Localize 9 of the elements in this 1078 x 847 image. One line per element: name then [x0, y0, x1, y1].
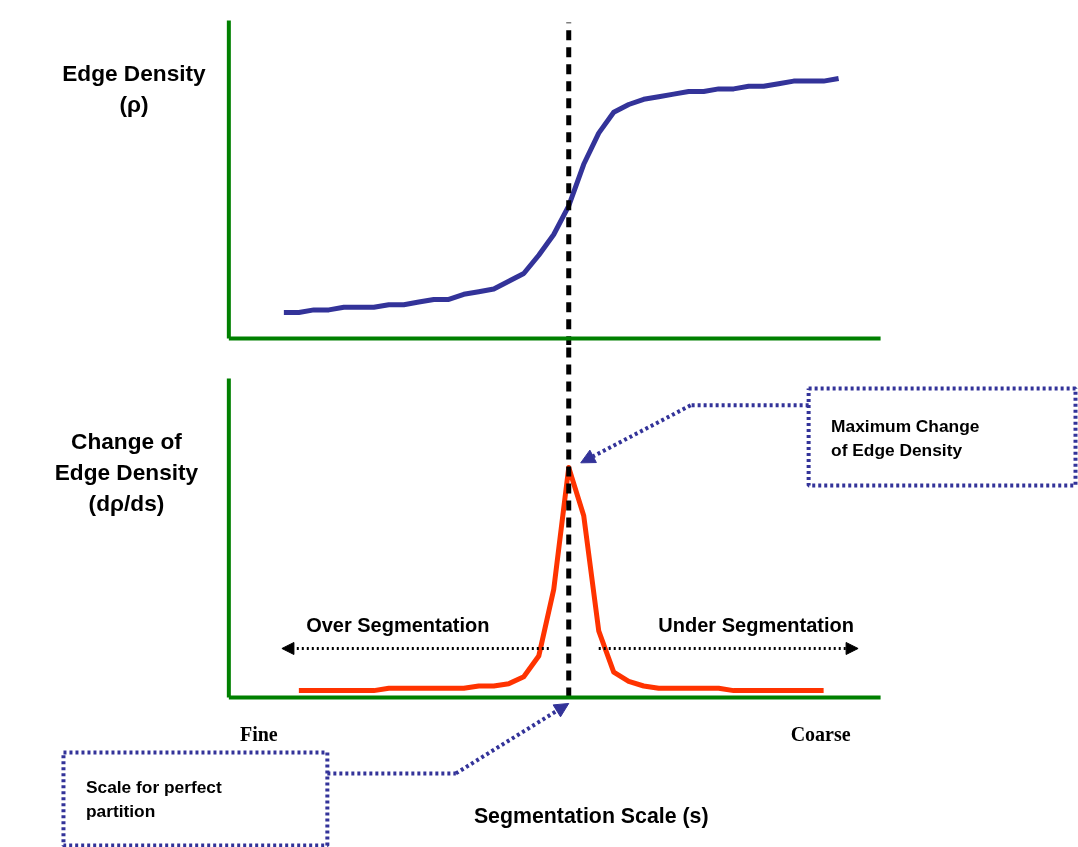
text: Coarse: [790, 722, 851, 745]
text: Fine: [239, 722, 278, 745]
x-axis-title: Segmentation Scale (s): [473, 803, 709, 828]
y-axis-title: Change of Edge Density (dρ/ds): [54, 427, 199, 517]
y-axis-title: Edge Density (ρ): [62, 60, 207, 118]
annotation: Under Segmentation: [658, 613, 854, 636]
text: Maximum Change of Edge Density: [831, 415, 980, 460]
text: Scale for perfect partition: [85, 776, 222, 821]
annotation: Over Segmentation: [306, 613, 490, 636]
